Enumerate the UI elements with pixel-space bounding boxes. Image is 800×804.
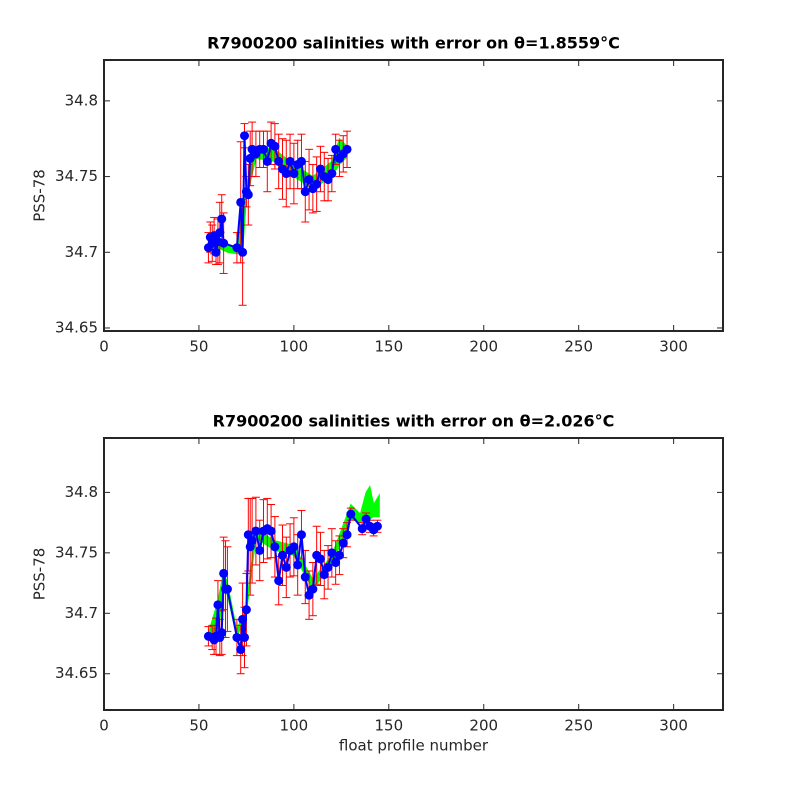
data-point — [238, 614, 248, 624]
x-tick-label: 150 — [374, 717, 403, 735]
data-point — [222, 584, 232, 594]
x-tick-label: 50 — [189, 338, 208, 356]
data-point — [247, 536, 257, 546]
data-point — [293, 560, 303, 570]
data-point — [270, 542, 280, 552]
data-point — [266, 526, 276, 536]
data-point — [331, 144, 341, 154]
x-tick-label: 100 — [280, 338, 309, 356]
axes-box — [103, 437, 724, 711]
data-point — [243, 190, 253, 200]
data-point — [361, 514, 371, 524]
data-point — [236, 645, 246, 655]
data-point — [281, 169, 291, 179]
y-tick-label: 34.8 — [65, 91, 98, 109]
y-tick-label: 34.8 — [65, 483, 98, 501]
data-point — [315, 554, 325, 564]
data-point — [211, 247, 221, 257]
data-point — [342, 530, 352, 540]
x-tick-label: 50 — [189, 717, 208, 735]
data-point — [232, 632, 242, 642]
data-point — [238, 247, 248, 257]
data-point — [331, 558, 341, 568]
data-point — [251, 526, 261, 536]
data-point — [342, 144, 352, 154]
data-point — [296, 530, 306, 540]
axes-box — [103, 59, 724, 332]
data-point — [270, 141, 280, 151]
data-point — [346, 509, 356, 519]
data-point — [219, 568, 229, 578]
data-point — [277, 550, 287, 560]
data-point — [338, 538, 348, 548]
data-point — [219, 238, 229, 248]
data-point — [315, 164, 325, 174]
data-point — [217, 628, 227, 638]
data-point — [255, 545, 265, 555]
x-tick-label: 150 — [374, 338, 403, 356]
data-point — [327, 548, 337, 558]
data-point — [300, 187, 310, 197]
y-axis-label: PSS-78 — [31, 169, 49, 222]
data-point — [285, 156, 295, 166]
x-tick-label: 200 — [469, 338, 498, 356]
x-tick-label: 0 — [99, 338, 109, 356]
chart-title: R7900200 salinities with error on θ=2.02… — [213, 412, 615, 431]
data-point — [289, 169, 299, 179]
data-point — [258, 144, 268, 154]
data-point — [312, 179, 322, 189]
data-point — [296, 156, 306, 166]
data-point — [213, 600, 223, 610]
x-tick-label: 250 — [564, 717, 593, 735]
data-point — [240, 632, 250, 642]
x-tick-label: 100 — [280, 717, 309, 735]
y-axis-label: PSS-78 — [31, 548, 49, 601]
x-tick-label: 0 — [99, 717, 109, 735]
data-point — [274, 156, 284, 166]
data-point — [334, 550, 344, 560]
data-point — [327, 169, 337, 179]
data-point — [308, 584, 318, 594]
x-tick-label: 200 — [469, 717, 498, 735]
data-point — [281, 562, 291, 572]
y-tick-label: 34.65 — [55, 318, 98, 336]
data-point — [274, 576, 284, 586]
y-tick-label: 34.7 — [65, 604, 98, 622]
x-tick-label: 300 — [659, 338, 688, 356]
data-point — [217, 214, 227, 224]
data-point — [357, 524, 367, 534]
y-tick-label: 34.65 — [55, 664, 98, 682]
data-point — [300, 572, 310, 582]
x-tick-label: 250 — [564, 338, 593, 356]
data-point — [323, 562, 333, 572]
y-tick-label: 34.7 — [65, 243, 98, 261]
chart-title: R7900200 salinities with error on θ=1.85… — [207, 34, 620, 53]
x-tick-label: 300 — [659, 717, 688, 735]
data-point — [304, 175, 314, 185]
data-point — [215, 228, 225, 238]
data-point — [372, 521, 382, 531]
data-point — [289, 542, 299, 552]
y-tick-label: 34.75 — [55, 543, 98, 561]
y-tick-label: 34.75 — [55, 167, 98, 185]
data-point — [262, 156, 272, 166]
data-point — [241, 605, 251, 615]
data-point — [319, 570, 329, 580]
data-point — [240, 131, 250, 141]
data-point — [236, 197, 246, 207]
x-axis-label: float profile number — [339, 737, 489, 755]
